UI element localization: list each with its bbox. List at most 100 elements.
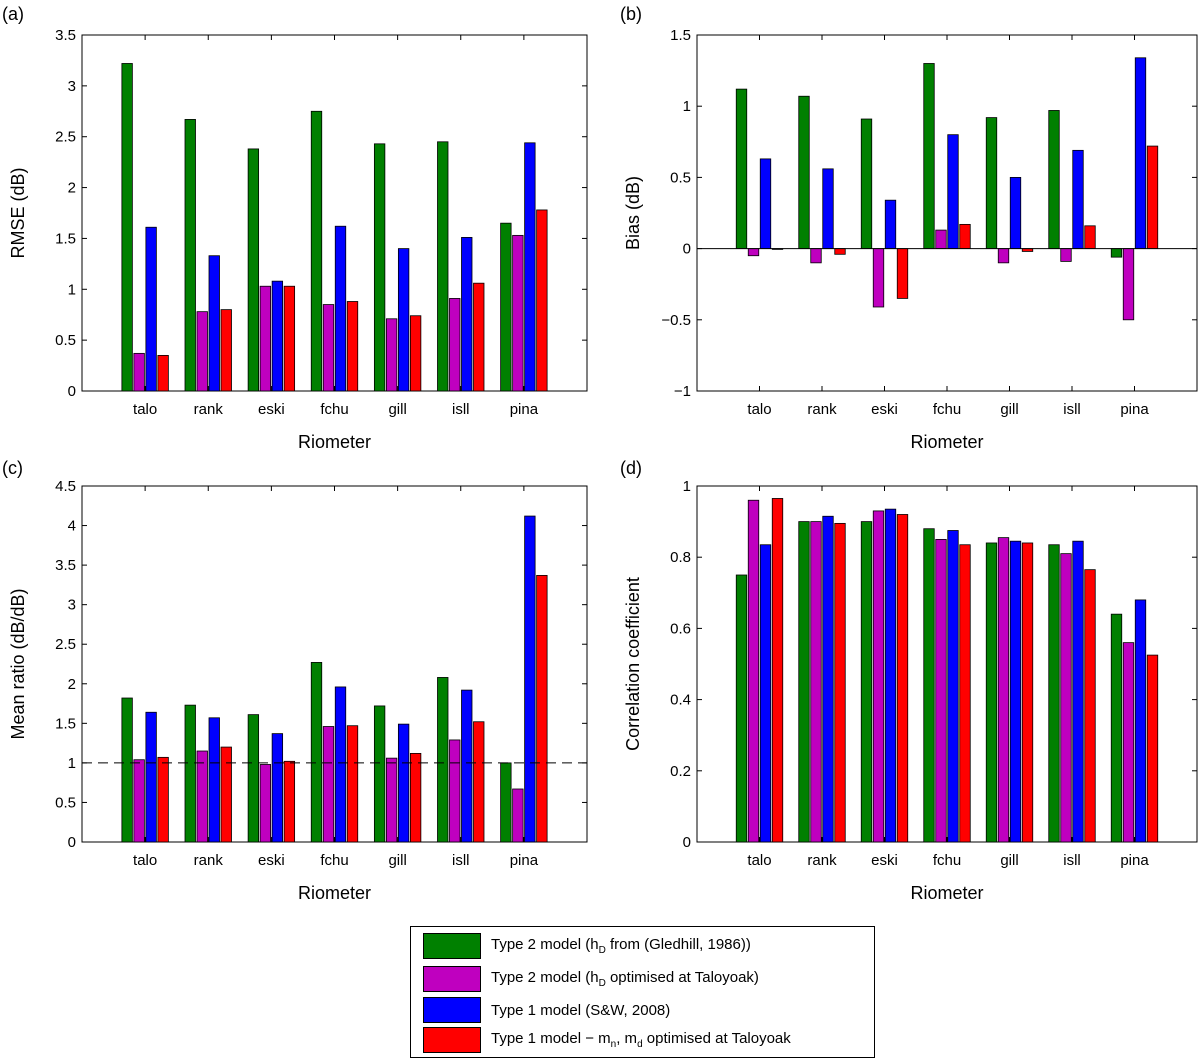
bar-rank-series-2	[822, 515, 834, 843]
chart-panel-3: (d) 0 0.2 0.4 0.6 0.8 1 talo rank eski fchu gill isl…	[620, 458, 1198, 903]
x-tick-label: gill	[1000, 852, 1018, 869]
panel-label: (a)	[2, 4, 24, 24]
y-tick-label: 0	[68, 383, 76, 400]
bar-rank-series-0	[184, 119, 196, 392]
bar-isll-series-1	[1060, 248, 1072, 262]
bar-eski-series-1	[872, 510, 885, 843]
bar-pina-series-1	[512, 788, 524, 843]
bar-rank-series-1	[196, 750, 208, 843]
bar-pina-series-0	[1110, 248, 1123, 258]
bar-talo-series-3	[157, 354, 169, 392]
bar-rank-series-3	[834, 248, 846, 255]
x-tick-label: fchu	[320, 852, 348, 869]
bar-rank-series-3	[834, 522, 846, 843]
x-tick-label: talo	[133, 401, 157, 418]
bar-gill-series-3	[409, 315, 422, 392]
bar-talo-series-0	[121, 63, 133, 392]
bar-fchu-series-2	[947, 530, 959, 843]
figure-panels: (a) 0 0.5 1 1.5 2 2.5 3 3.5 talo rank eski fchu gill i…	[2, 4, 1198, 903]
bar-gill-series-0	[985, 117, 998, 249]
y-tick-label: 0	[68, 834, 76, 851]
x-tick-label: talo	[747, 852, 771, 869]
bar-pina-series-3	[1146, 145, 1159, 250]
x-tick-label: eski	[258, 852, 285, 869]
chart-panel-2: (c) 0 0.5 1 1.5 2 2.5 3 3.5 4 4.5 talo rank eski fchu g…	[2, 458, 588, 903]
y-tick-label: 1.5	[670, 27, 691, 44]
bar-pina-series-3	[536, 209, 548, 392]
bar-pina-series-1	[1122, 248, 1135, 321]
bar-eski-series-1	[872, 248, 885, 308]
chart-panel-0: (a) 0 0.5 1 1.5 2 2.5 3 3.5 talo rank eski fchu gill i…	[2, 4, 588, 452]
y-tick-label: 3.5	[55, 557, 76, 574]
bar-isll-series-3	[473, 282, 485, 392]
bar-gill-series-2	[1009, 176, 1022, 249]
bar-gill-series-2	[397, 723, 410, 843]
legend-item-type1-optimised: Type 1 model − mn, md optimised at Taloy…	[423, 1026, 791, 1054]
x-tick-label: pina	[1120, 852, 1149, 869]
chart-panel-1: (b) −1 −0.5 0 0.5 1 1.5 talo rank eski fchu gill isl…	[620, 4, 1198, 452]
bar-eski-series-2	[271, 280, 284, 392]
y-tick-label: 0.5	[55, 794, 76, 811]
y-tick-label: 0.8	[670, 549, 691, 566]
x-tick-label: rank	[194, 401, 224, 418]
bar-gill-series-1	[997, 537, 1010, 843]
bar-fchu-series-1	[935, 229, 947, 249]
bar-rank-series-0	[798, 521, 810, 843]
x-tick-label: rank	[807, 401, 837, 418]
bar-fchu-series-3	[346, 301, 359, 392]
bar-rank-series-1	[810, 521, 822, 843]
bar-pina-series-1	[1122, 642, 1135, 843]
legend-label: Type 2 model (hD optimised at Taloyoak)	[491, 969, 759, 989]
bar-isll-series-0	[1048, 544, 1060, 843]
y-tick-label: 0.5	[670, 169, 691, 186]
bar-eski-series-2	[884, 199, 897, 250]
bar-eski-series-3	[896, 248, 909, 299]
bar-isll-series-0	[437, 141, 449, 392]
bar-isll-series-3	[1084, 225, 1096, 249]
legend-item-type2-gledhill: Type 2 model (hD from (Gledhill, 1986))	[423, 932, 751, 960]
x-axis-label: Riometer	[910, 432, 983, 452]
bar-talo-series-2	[759, 544, 772, 843]
x-tick-label: isll	[1063, 852, 1081, 869]
y-tick-label: 1.5	[55, 230, 76, 247]
y-tick-label: 2.5	[55, 636, 76, 653]
bar-fchu-series-3	[959, 544, 971, 843]
bar-gill-series-0	[373, 705, 386, 843]
y-tick-label: 2	[68, 676, 76, 693]
bar-fchu-series-0	[923, 528, 935, 843]
y-axis-label: RMSE (dB)	[8, 167, 28, 258]
panel-label: (c)	[2, 458, 23, 478]
bar-isll-series-2	[1072, 149, 1084, 249]
y-tick-label: 1	[683, 478, 691, 495]
y-tick-label: 3	[68, 78, 76, 95]
bar-gill-series-1	[385, 757, 398, 843]
bar-gill-series-2	[1009, 540, 1022, 843]
bar-talo-series-1	[133, 352, 145, 392]
bar-talo-series-0	[121, 697, 133, 843]
panel-label: (b)	[620, 4, 642, 24]
y-tick-label: 4	[68, 518, 76, 535]
bar-pina-series-0	[1110, 613, 1123, 843]
y-tick-label: 1	[68, 755, 76, 772]
bar-rank-series-3	[220, 746, 232, 843]
bar-fchu-series-3	[959, 223, 971, 249]
bar-isll-series-0	[1048, 110, 1060, 250]
bar-rank-series-0	[184, 704, 196, 843]
y-tick-label: −1	[674, 383, 691, 400]
bar-eski-series-2	[884, 508, 897, 843]
bar-rank-series-0	[798, 95, 810, 249]
bar-pina-series-1	[512, 234, 524, 392]
bar-fchu-series-1	[322, 726, 335, 843]
bar-gill-series-3	[409, 752, 422, 843]
x-tick-label: fchu	[933, 401, 961, 418]
x-tick-label: fchu	[320, 401, 348, 418]
legend-label: Type 1 model (S&W, 2008)	[491, 1001, 671, 1019]
y-tick-label: 0.4	[670, 692, 691, 709]
bar-fchu-series-2	[334, 686, 347, 843]
bar-rank-series-2	[208, 717, 220, 843]
bar-talo-series-0	[735, 574, 748, 843]
bar-eski-series-3	[283, 285, 296, 392]
bar-eski-series-0	[860, 118, 873, 249]
y-tick-label: 0.2	[670, 763, 691, 780]
bar-talo-series-2	[759, 158, 772, 249]
